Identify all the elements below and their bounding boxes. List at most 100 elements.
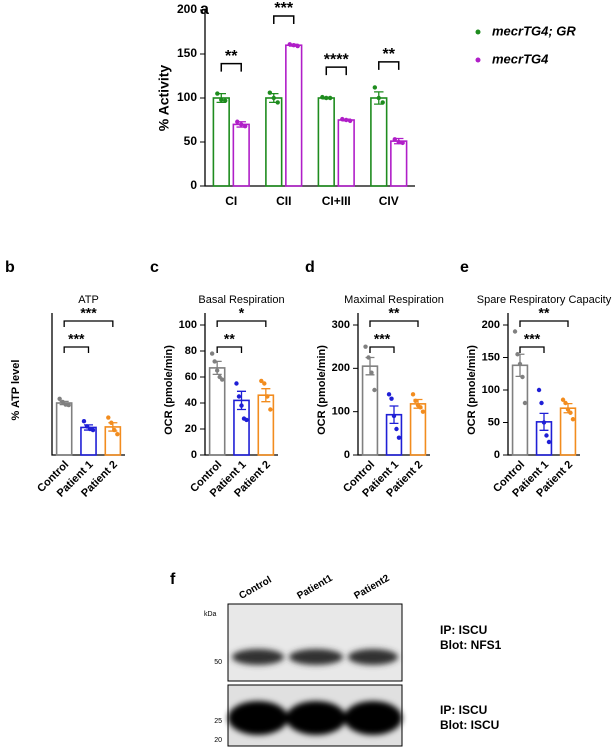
data-point (372, 85, 378, 90)
data-point (234, 381, 239, 386)
data-point (568, 410, 573, 415)
significance-label: * (239, 305, 245, 321)
blot-label: IP: ISCU (440, 623, 487, 637)
data-point (287, 42, 292, 47)
data-point (328, 95, 333, 101)
data-point (81, 419, 87, 424)
data-point (410, 392, 416, 397)
data-point (392, 137, 397, 142)
data-point (223, 98, 228, 103)
panel-title: Spare Respiratory Capacity (477, 294, 612, 306)
bracket (519, 346, 545, 353)
band (348, 649, 398, 665)
data-point (109, 420, 114, 425)
data-point (265, 394, 270, 399)
data-point (66, 402, 71, 408)
panel-letter: c (150, 259, 159, 276)
lane-label: Patient1 (295, 573, 335, 602)
bar (55, 402, 73, 456)
axis-line (507, 313, 580, 456)
lane-label: Control (237, 574, 273, 601)
data-point (344, 117, 349, 123)
bar (265, 97, 283, 187)
bar (511, 364, 529, 456)
significance-label: ** (389, 305, 400, 321)
y-tick-label: 150 (482, 351, 500, 363)
significance-label: ** (224, 331, 235, 347)
bar (317, 97, 335, 187)
y-axis-label: OCR (pmole/min) (466, 345, 478, 435)
y-tick-label: 40 (185, 397, 197, 409)
panel-title: Basal Respiration (198, 294, 284, 306)
panel-title: Maximal Respiration (344, 294, 444, 306)
bracket (325, 66, 347, 76)
axis-line (204, 313, 278, 456)
bracket (519, 320, 569, 327)
x-tick-label: CI+III (322, 194, 351, 208)
data-point (215, 91, 220, 96)
data-point (340, 116, 345, 122)
data-point (565, 407, 571, 412)
data-point (262, 381, 267, 386)
data-point (520, 374, 525, 380)
legend-marker (475, 29, 481, 35)
data-point (515, 352, 520, 357)
data-point (112, 427, 117, 433)
blot-label: Blot: NFS1 (440, 638, 502, 652)
data-point (363, 344, 368, 349)
y-axis-label: OCR (pmole/min) (163, 345, 175, 435)
y-tick-label: 60 (185, 371, 197, 383)
significance-label: *** (374, 331, 391, 347)
bar (559, 407, 577, 456)
bracket (220, 62, 242, 72)
data-point (236, 394, 242, 399)
legend-label: mecrTG4; GR (492, 23, 576, 38)
bracket (216, 320, 267, 327)
band (344, 701, 402, 735)
data-point (396, 139, 401, 145)
data-point (347, 118, 353, 124)
data-point (541, 420, 547, 425)
band (232, 649, 284, 665)
data-point (239, 403, 244, 408)
bands (228, 649, 402, 735)
bracket (378, 61, 400, 70)
y-tick-label: 300 (332, 319, 350, 331)
data-point (366, 355, 371, 360)
bracket (273, 15, 295, 24)
data-point (563, 400, 568, 406)
axis-line (357, 313, 430, 456)
blot-box (227, 603, 403, 682)
data-point (420, 409, 426, 414)
legend-label: mecrTG4 (492, 51, 549, 66)
panel-letter: e (460, 259, 469, 276)
data-point (90, 427, 96, 433)
y-tick-label: 100 (179, 319, 197, 331)
y-axis-label: % ATP level (10, 360, 22, 421)
blot-label: Blot: ISCU (440, 718, 499, 732)
data-point (376, 95, 381, 101)
data-point (512, 329, 518, 334)
data-point (413, 398, 418, 404)
significance-label: *** (274, 0, 293, 17)
y-tick-label: 0 (190, 178, 197, 192)
y-axis-label: OCR (pmole/min) (316, 345, 328, 435)
y-tick-label: 50 (488, 416, 500, 428)
data-point (219, 377, 225, 382)
significance-label: *** (524, 331, 541, 347)
y-tick-label: 100 (482, 384, 500, 396)
y-tick-label: 80 (185, 345, 197, 357)
blot-label: IP: ISCU (440, 703, 487, 717)
bracket (369, 320, 419, 327)
data-point (235, 119, 240, 124)
bar (390, 140, 408, 187)
y-tick-label: 150 (177, 46, 197, 60)
data-point (391, 413, 397, 419)
data-point (115, 432, 120, 437)
data-point (522, 400, 528, 406)
data-point (291, 43, 296, 48)
data-point (324, 95, 329, 101)
bar (232, 123, 250, 187)
bar (337, 119, 355, 187)
